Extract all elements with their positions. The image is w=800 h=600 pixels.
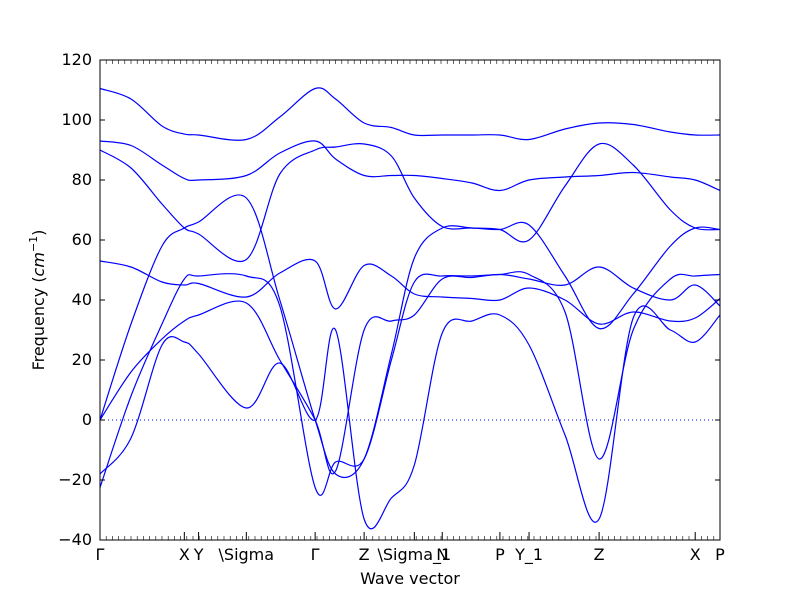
y-tick-label: 100 [61,110,92,129]
y-tick-label: −20 [58,470,92,489]
band-6 [99,271,721,496]
band-3 [99,142,721,263]
x-tick-label: P [715,545,725,564]
x-tick-label: \Sigma_1 [377,545,451,565]
y-tick-label: 120 [61,50,92,69]
x-tick-label: Γ [311,545,320,564]
band-series-layer [99,87,721,530]
y-axis: −40 −20 0 20 40 60 80 100 120 [58,50,721,549]
x-axis-label: Wave vector [360,569,460,588]
y-axis-label-unit: cm [29,252,48,276]
x-tick-label: Z [359,545,370,564]
y-axis-label-text: Frequency ( [29,276,48,370]
y-axis-label-close: ) [29,230,48,236]
band-1 [99,87,721,141]
x-tick-label: Γ [96,545,105,564]
x-tick-label: \Sigma [219,545,275,564]
x-tick-label: X [690,545,701,564]
y-tick-label: 20 [72,350,92,369]
x-tick-label: N [436,545,448,564]
y-tick-label: 0 [82,410,92,429]
band-7 [99,266,721,475]
y-axis-label-unit-exponent: −1 [27,236,40,252]
x-tick-label: Y [193,545,204,564]
x-axis: Γ X Y \Sigma Γ Z \Sigma_1N P Y_1 Z X P [96,532,725,565]
y-tick-label: 80 [72,170,92,189]
band-5 [99,258,721,325]
band-8 [99,305,721,530]
y-tick-label: 60 [72,230,92,249]
band-4 [99,194,721,478]
x-tick-label: Y_1 [514,545,543,565]
x-tick-label: X [179,545,190,564]
x-tick-label: Z [594,545,605,564]
y-tick-label: −40 [58,530,92,549]
y-tick-label: 40 [72,290,92,309]
x-tick-label: P [495,545,505,564]
y-axis-label: Frequency (cm−1) [27,230,48,371]
